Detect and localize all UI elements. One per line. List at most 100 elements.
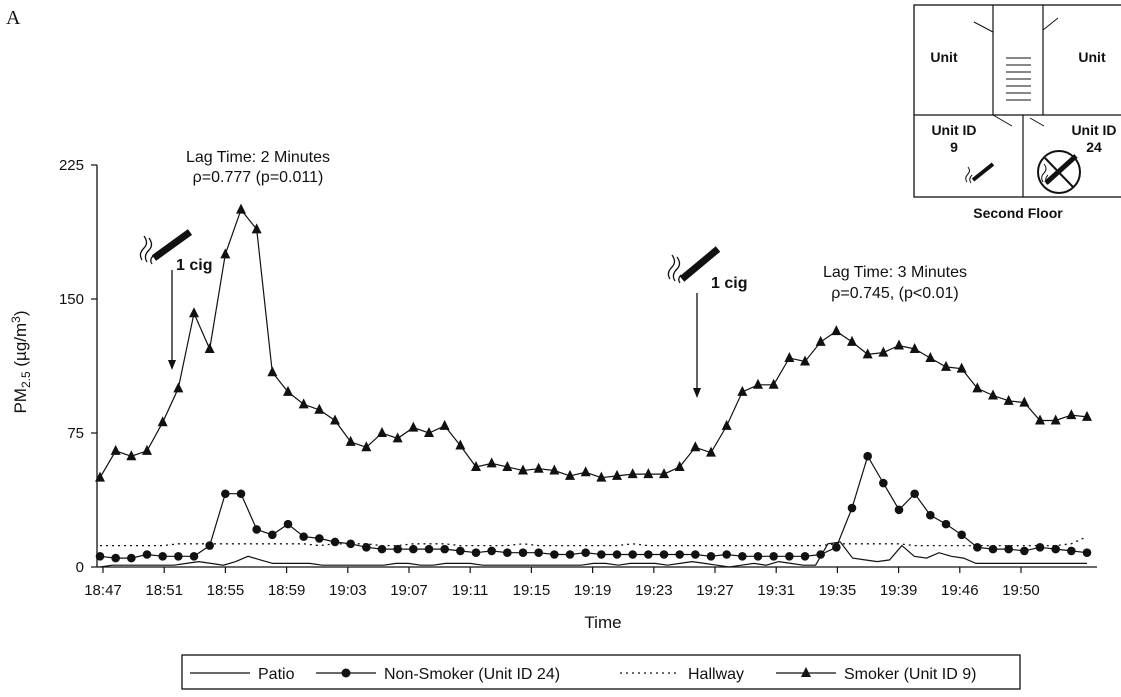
data-point [298, 398, 309, 409]
data-point [784, 351, 795, 362]
series-line-hallway [100, 536, 1088, 547]
inset-unit24-label: Unit ID [1071, 122, 1116, 138]
data-point [878, 346, 889, 357]
data-point [925, 351, 936, 362]
data-point [111, 553, 120, 563]
data-point [314, 403, 325, 414]
data-point [142, 444, 152, 455]
x-tick-label: 19:35 [819, 582, 857, 599]
data-point [345, 435, 356, 446]
data-point [486, 457, 497, 468]
inset-unit-top-left: Unit [930, 49, 958, 65]
data-point [95, 471, 105, 482]
data-point [1004, 544, 1013, 554]
data-point [597, 550, 606, 559]
data-point [377, 427, 387, 437]
x-tick-label: 19:46 [941, 582, 979, 599]
data-point [659, 468, 669, 479]
data-point [424, 427, 434, 437]
x-tick-label: 19:03 [329, 582, 367, 599]
data-point [346, 539, 355, 549]
data-point [221, 489, 230, 499]
data-point [926, 510, 935, 520]
data-point [1020, 546, 1029, 556]
data-point [659, 550, 669, 559]
stairs [1006, 57, 1031, 101]
data-point [534, 548, 543, 558]
data-point [847, 503, 857, 513]
data-point [174, 551, 183, 561]
inset-unit9-label: Unit ID [931, 122, 976, 138]
x-tick-label: 18:47 [84, 582, 122, 599]
x-tick-label: 19:27 [696, 582, 734, 599]
data-point [847, 335, 857, 346]
data-point [251, 223, 262, 234]
annotation-left-lag: Lag Time: 2 Minutes [186, 149, 330, 166]
data-point [644, 550, 653, 559]
x-ticks: 18:47 18:51 18:55 18:59 19:03 19:07 19:11 19:15… [84, 567, 1040, 599]
data-point [785, 551, 794, 561]
data-point [550, 550, 559, 559]
data-point [158, 551, 167, 561]
x-tick-label: 19:50 [1002, 582, 1040, 599]
data-point [252, 525, 261, 534]
data-point [815, 335, 826, 346]
data-point [1003, 394, 1014, 405]
data-point [409, 544, 418, 554]
series-layer [95, 203, 1092, 568]
x-tick-label: 18:59 [268, 582, 306, 599]
data-point [205, 541, 214, 550]
data-point [204, 343, 215, 354]
data-point [831, 325, 842, 336]
data-point [440, 544, 449, 554]
data-point [1035, 543, 1045, 552]
legend-item-patio: Patio [190, 666, 295, 683]
data-point [988, 389, 998, 400]
data-point [581, 548, 590, 558]
annotation-right-cig: 1 cig [711, 275, 747, 292]
data-point [737, 385, 748, 396]
data-point [110, 444, 121, 455]
data-point [612, 469, 622, 480]
x-tick-label: 19:39 [880, 582, 918, 599]
svg-text:Smoker (Unit ID 9): Smoker (Unit ID 9) [844, 666, 976, 683]
inset-floor-label: Second Floor [973, 205, 1063, 221]
data-point [518, 464, 528, 475]
panel-label: A [6, 7, 21, 29]
data-point [267, 366, 278, 377]
data-point [189, 551, 199, 561]
data-point [377, 544, 387, 554]
annotation-right: Lag Time: 3 Minutes ρ=0.745, (p<0.01) 1 … [667, 246, 967, 398]
data-point [439, 419, 450, 430]
data-point [456, 546, 465, 556]
legend: Patio Non-Smoker (Unit ID 24) Hallway Sm… [181, 654, 1021, 690]
data-point [392, 432, 403, 443]
data-point [283, 385, 293, 396]
data-point [487, 546, 496, 556]
data-point [956, 362, 967, 373]
cigarette-icon [965, 162, 995, 184]
data-point [518, 548, 528, 558]
data-point [126, 450, 137, 461]
data-point [565, 469, 575, 480]
data-point [1082, 410, 1092, 421]
data-point [299, 532, 308, 541]
floor-plan-inset: Unit Unit Unit ID 9 Unit ID 24 Second Fl… [913, 4, 1121, 221]
data-point [957, 530, 966, 540]
y-tick-label: 150 [59, 291, 84, 308]
data-point [816, 550, 825, 559]
data-point [690, 441, 701, 452]
inset-unit-top-right: Unit [1078, 49, 1106, 65]
y-axis-title: PM2.5 (µg/m3) [9, 310, 33, 413]
x-tick-label: 19:07 [390, 582, 428, 599]
data-point [753, 551, 763, 561]
annotation-left-cig: 1 cig [176, 257, 212, 274]
annotation-right-lag: Lag Time: 3 Minutes [823, 264, 967, 281]
data-point [627, 468, 638, 479]
y-ticks: 0 75 150 225 [59, 157, 97, 576]
data-point [315, 534, 324, 543]
x-tick-label: 19:31 [757, 582, 795, 599]
legend-item-hallway: Hallway [620, 666, 744, 683]
data-point [643, 468, 654, 479]
data-point [674, 460, 685, 471]
